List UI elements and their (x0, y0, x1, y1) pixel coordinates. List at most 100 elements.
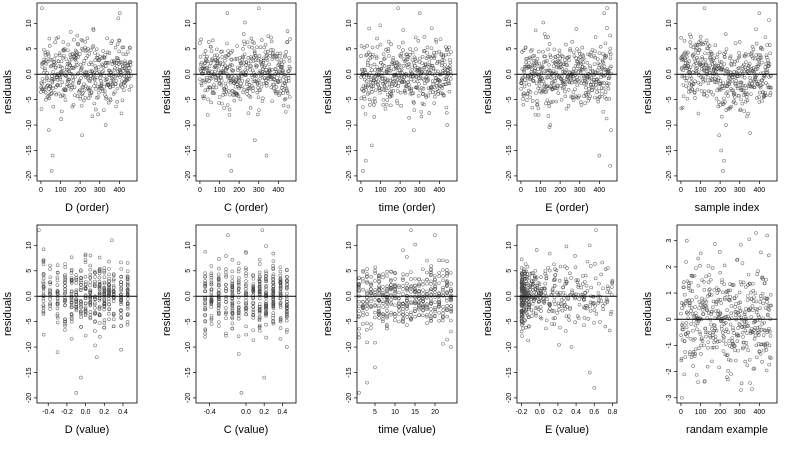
data-point (547, 125, 552, 129)
data-point (75, 63, 79, 68)
data-point (365, 302, 369, 307)
data-point (717, 288, 721, 293)
data-point (399, 52, 404, 56)
data-point (251, 89, 255, 93)
data-point (591, 73, 595, 77)
data-point (693, 347, 698, 352)
data-point (573, 64, 578, 68)
data-point (700, 307, 705, 312)
data-point (249, 64, 253, 69)
data-point (271, 263, 275, 268)
data-point (270, 99, 275, 104)
data-point (81, 61, 86, 66)
data-point (251, 308, 256, 312)
data-point (741, 280, 746, 285)
data-point (723, 32, 728, 36)
data-point (41, 299, 46, 303)
data-point (417, 284, 421, 288)
data-point (684, 325, 689, 330)
data-point (264, 314, 268, 318)
data-point (535, 99, 539, 103)
data-point (435, 59, 440, 64)
data-point (93, 81, 98, 86)
data-point (528, 56, 533, 61)
data-point (205, 78, 209, 83)
data-point (573, 320, 577, 324)
data-point (761, 277, 765, 281)
data-point (437, 292, 441, 296)
data-point (129, 84, 133, 89)
x-tick-label: -0.2 (516, 409, 528, 416)
data-point (577, 297, 581, 301)
data-point (230, 281, 235, 286)
data-point (524, 311, 529, 316)
data-point (576, 95, 581, 100)
data-point (741, 83, 745, 88)
data-point (706, 75, 710, 80)
y-axis-label: residuals (322, 69, 334, 114)
data-point (604, 296, 609, 301)
data-point (367, 26, 371, 31)
data-point (761, 90, 765, 94)
data-point (41, 272, 46, 276)
data-point (730, 88, 734, 93)
data-point (386, 86, 391, 90)
data-point (686, 330, 690, 335)
data-point (274, 85, 279, 89)
data-point (109, 238, 114, 243)
data-point (563, 329, 568, 333)
data-point (403, 91, 408, 95)
data-point (761, 333, 766, 337)
data-point (700, 278, 704, 282)
y-tick-label: -20 (185, 393, 192, 403)
data-point (417, 306, 421, 310)
data-point (97, 289, 102, 294)
data-points (679, 6, 773, 173)
data-point (119, 60, 124, 65)
data-point (695, 65, 700, 70)
data-point (209, 293, 214, 298)
data-point (385, 289, 389, 294)
data-point (552, 262, 556, 267)
x-tick-label: 400 (114, 187, 126, 194)
data-point (251, 338, 256, 343)
data-point (425, 314, 429, 319)
data-point (692, 52, 696, 57)
data-point (605, 300, 609, 304)
data-point (74, 293, 79, 298)
data-point (752, 295, 756, 300)
data-point (264, 287, 268, 292)
data-point (373, 100, 378, 104)
data-point (396, 65, 400, 70)
data-point (440, 86, 444, 90)
data-point (577, 49, 581, 54)
data-point (713, 334, 718, 339)
data-point (765, 341, 770, 346)
data-point (573, 78, 578, 83)
data-point (271, 289, 276, 294)
data-point (601, 109, 606, 114)
data-point (519, 257, 524, 262)
data-point (589, 264, 593, 268)
data-point (717, 133, 721, 138)
data-point (432, 50, 436, 55)
data-point (521, 311, 525, 315)
data-point (602, 81, 606, 85)
x-tick-label: -0.2 (61, 409, 73, 416)
data-point (705, 71, 710, 76)
data-point (285, 89, 289, 94)
y-tick-label: -20 (26, 171, 33, 181)
data-point (769, 356, 773, 361)
data-point (119, 309, 123, 313)
data-point (544, 276, 549, 281)
data-point (568, 271, 572, 276)
data-point (285, 345, 289, 349)
y-tick-label: 10 (185, 19, 192, 27)
data-point (48, 263, 52, 268)
data-point (441, 318, 445, 323)
data-point (85, 36, 90, 41)
data-point (41, 284, 46, 289)
data-point (361, 310, 365, 315)
data-point (371, 52, 375, 57)
data-point (357, 332, 361, 336)
